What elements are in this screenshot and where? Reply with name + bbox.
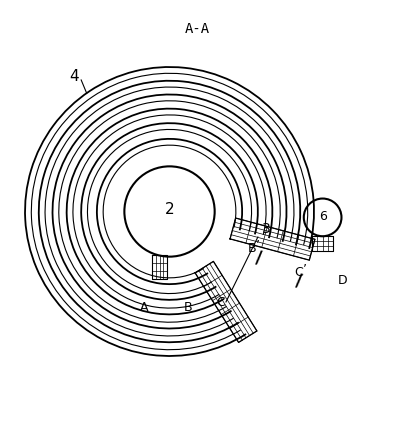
Text: C: C [294,266,303,279]
Text: /: / [294,272,303,290]
Text: 4: 4 [69,69,79,84]
Text: B: B [183,301,192,314]
Text: B: B [247,242,256,255]
Text: ’: ’ [256,239,260,251]
Text: /: / [255,249,263,267]
Text: 6: 6 [319,210,327,223]
Text: ’: ’ [303,262,307,275]
Text: 2: 2 [165,202,174,217]
Text: 3: 3 [262,222,271,236]
Text: A: A [140,301,149,314]
Text: D: D [338,274,347,287]
Text: C: C [216,296,225,309]
Text: A-A: A-A [184,22,210,36]
